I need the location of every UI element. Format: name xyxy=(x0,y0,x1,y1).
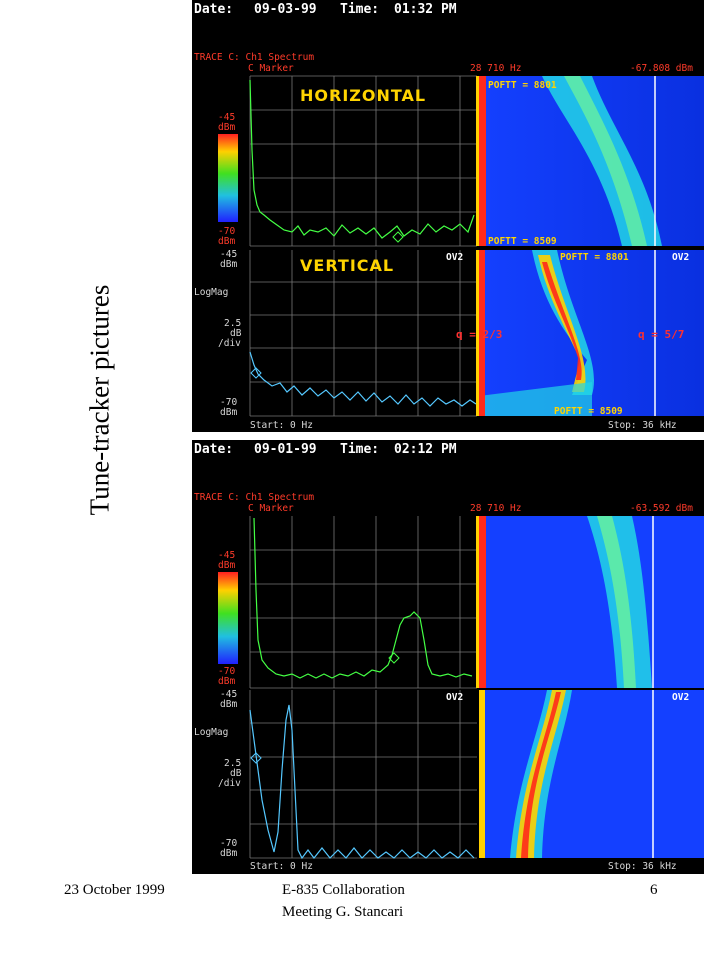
date-label: Date: xyxy=(194,2,234,17)
scale-top: -45 xyxy=(218,550,236,561)
horizontal-spectrum-trace xyxy=(249,79,475,239)
ov2-label-left: OV2 xyxy=(446,252,464,263)
horizontal-spectrum-trace xyxy=(253,517,473,679)
header-bar: Date: 09-01-99 Time: 02:12 PM xyxy=(192,440,704,460)
scale-bottom: -70 xyxy=(218,666,236,677)
div-label: /div xyxy=(218,778,241,789)
ov2-label-right: OV2 xyxy=(672,252,690,263)
div-label: /div xyxy=(218,338,241,349)
lower-scale-top-unit: dBm xyxy=(220,699,238,710)
pofft-mid: POFTT = 8509 xyxy=(488,236,557,247)
lower-grid xyxy=(249,690,477,859)
marker-diamond-lower xyxy=(250,752,262,764)
pofft-top: POFTT = 8801 xyxy=(488,80,557,91)
waterfall-v-yellow-edge xyxy=(476,250,479,416)
lower-scale-top: -45 xyxy=(220,689,238,700)
upper-grid xyxy=(249,75,477,247)
date-value: 09-01-99 xyxy=(254,442,317,457)
scale-top-unit: dBm xyxy=(218,560,236,571)
stop-frequency: Stop: 36 kHz xyxy=(608,420,677,431)
header-bar: Date: 09-03-99 Time: 01:32 PM xyxy=(192,0,704,20)
q-left-label: q = 2/3 xyxy=(456,328,503,341)
footer-meeting-line1: E-835 Collaboration xyxy=(282,882,405,898)
marker-diamond-lower xyxy=(250,367,262,379)
waterfall-v-red-edge xyxy=(479,250,485,416)
footer-date: 23 October 1999 xyxy=(64,882,165,898)
marker-frequency: 28 710 Hz xyxy=(470,503,522,514)
marker-diamond-upper xyxy=(392,231,404,243)
scale-top-unit: dBm xyxy=(218,122,236,133)
waterfall-yellow-edge xyxy=(476,76,479,246)
marker-label: C Marker xyxy=(248,503,294,514)
spectrum-panel-1 xyxy=(218,75,704,417)
waterfall-red-edge xyxy=(479,76,486,246)
q-right-label: q = 5/7 xyxy=(638,328,685,341)
date-label: Date: xyxy=(194,442,234,457)
lower-scale-bottom: -70 xyxy=(220,838,238,849)
div-unit: dB xyxy=(230,768,242,779)
start-frequency: Start: 0 Hz xyxy=(250,420,313,431)
start-frequency: Start: 0 Hz xyxy=(250,861,313,872)
upper-grid xyxy=(249,516,477,689)
footer-page-number: 6 xyxy=(650,882,658,898)
pofft-right: POFTT = 8801 xyxy=(560,252,629,263)
waterfall-v-yellow-edge xyxy=(479,690,485,858)
footer-meeting-line2: Meeting G. Stancari xyxy=(282,904,404,920)
waterfall-v-bottom xyxy=(479,382,592,416)
marker-label: C Marker xyxy=(248,63,294,74)
waterfall-band-core xyxy=(597,516,636,688)
time-label: Time: xyxy=(340,442,380,457)
waterfall-red-edge xyxy=(479,516,486,688)
lower-scale-bottom-unit: dBm xyxy=(220,848,238,859)
logmag-label: LogMag xyxy=(194,287,229,298)
scale-bottom: -70 xyxy=(218,226,236,237)
color-scale-bar xyxy=(218,572,238,664)
marker-frequency: 28 710 Hz xyxy=(470,63,522,74)
spectrum-panel-2 xyxy=(218,516,704,860)
horizontal-label: HORIZONTAL xyxy=(300,86,427,105)
slide-title-text: Tune-tracker pictures xyxy=(84,284,115,516)
waterfall-vertical xyxy=(479,690,704,858)
scale-bottom-unit: dBm xyxy=(218,236,236,247)
tune-tracker-screenshot-1: Date: 09-03-99 Time: 01:32 PM TRACE C: C… xyxy=(192,0,704,432)
waterfall-v-band-red xyxy=(521,692,561,858)
vertical-spectrum-trace xyxy=(249,704,475,860)
lower-scale-bottom: -70 xyxy=(220,397,238,408)
waterfall-band-core xyxy=(564,76,647,246)
ov2-label-right: OV2 xyxy=(672,692,690,703)
marker-level: -63.592 dBm xyxy=(630,503,693,514)
vertical-label: VERTICAL xyxy=(300,256,395,275)
marker-diamond-upper xyxy=(388,652,400,664)
tune-tracker-screenshot-2: Date: 09-01-99 Time: 02:12 PM TRACE C: C… xyxy=(192,440,704,874)
slide-title: Tune-tracker pictures xyxy=(80,190,120,610)
waterfall-v-band-red xyxy=(542,262,582,380)
time-value: 01:32 PM xyxy=(394,2,457,17)
lower-scale-bottom-unit: dBm xyxy=(220,407,238,418)
logmag-label: LogMag xyxy=(194,727,229,738)
lower-scale-top-unit: dBm xyxy=(220,259,238,270)
scale-bottom-unit: dBm xyxy=(218,676,236,687)
waterfall-yellow-edge xyxy=(476,516,479,688)
lower-scale-top: -45 xyxy=(220,249,238,260)
div-value: 2.5 xyxy=(224,318,242,329)
trace-label: TRACE C: Ch1 Spectrum xyxy=(194,52,315,63)
ov2-label-left: OV2 xyxy=(446,692,464,703)
marker-level: -67.808 dBm xyxy=(630,63,693,74)
stop-frequency: Stop: 36 kHz xyxy=(608,861,677,872)
time-value: 02:12 PM xyxy=(394,442,457,457)
vertical-spectrum-trace xyxy=(249,351,477,407)
trace-label: TRACE C: Ch1 Spectrum xyxy=(194,492,315,503)
pofft-bottom: POFTT = 8509 xyxy=(554,406,623,417)
div-value: 2.5 xyxy=(224,758,242,769)
color-scale-bar xyxy=(218,134,238,222)
time-label: Time: xyxy=(340,2,380,17)
waterfall-horizontal xyxy=(479,516,704,688)
waterfall-v-band-yellow xyxy=(538,255,586,392)
date-value: 09-03-99 xyxy=(254,2,317,17)
div-unit: dB xyxy=(230,328,242,339)
scale-top: -45 xyxy=(218,112,236,123)
